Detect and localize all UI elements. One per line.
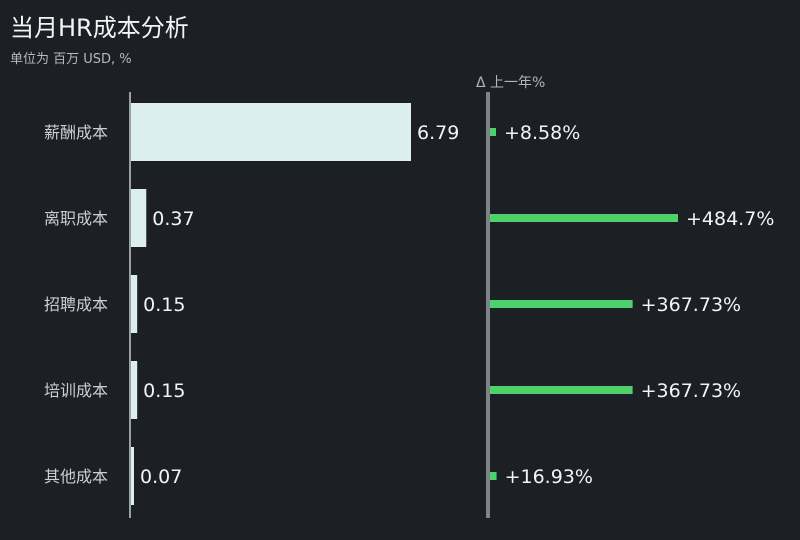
delta-header: Δ 上一年% xyxy=(476,75,546,91)
chart-title: 当月HR成本分析 xyxy=(10,14,189,42)
category-label: 离职成本 xyxy=(44,209,108,228)
delta-bar xyxy=(490,472,497,480)
value-label: 0.15 xyxy=(143,294,185,316)
delta-bar xyxy=(490,128,496,136)
delta-label: +16.93% xyxy=(505,466,593,488)
category-label: 薪酬成本 xyxy=(44,123,108,142)
delta-label: +484.7% xyxy=(686,208,774,230)
delta-label: +8.58% xyxy=(504,122,580,144)
delta-label: +367.73% xyxy=(641,294,741,316)
value-label: 0.37 xyxy=(152,208,194,230)
value-bar xyxy=(131,447,134,505)
value-bar xyxy=(131,103,411,161)
category-label: 培训成本 xyxy=(44,381,108,400)
delta-bar xyxy=(490,386,633,394)
category-label: 其他成本 xyxy=(44,467,108,486)
value-label: 0.15 xyxy=(143,380,185,402)
chart-subtitle: 单位为 百万 USD, % xyxy=(10,52,132,67)
delta-label: +367.73% xyxy=(641,380,741,402)
value-label: 6.79 xyxy=(417,122,459,144)
value-label: 0.07 xyxy=(140,466,182,488)
value-bar xyxy=(131,275,138,333)
delta-bar xyxy=(490,214,678,222)
value-bar xyxy=(131,361,138,419)
value-bar xyxy=(131,189,147,247)
category-label: 招聘成本 xyxy=(44,295,108,314)
delta-bar xyxy=(490,300,633,308)
